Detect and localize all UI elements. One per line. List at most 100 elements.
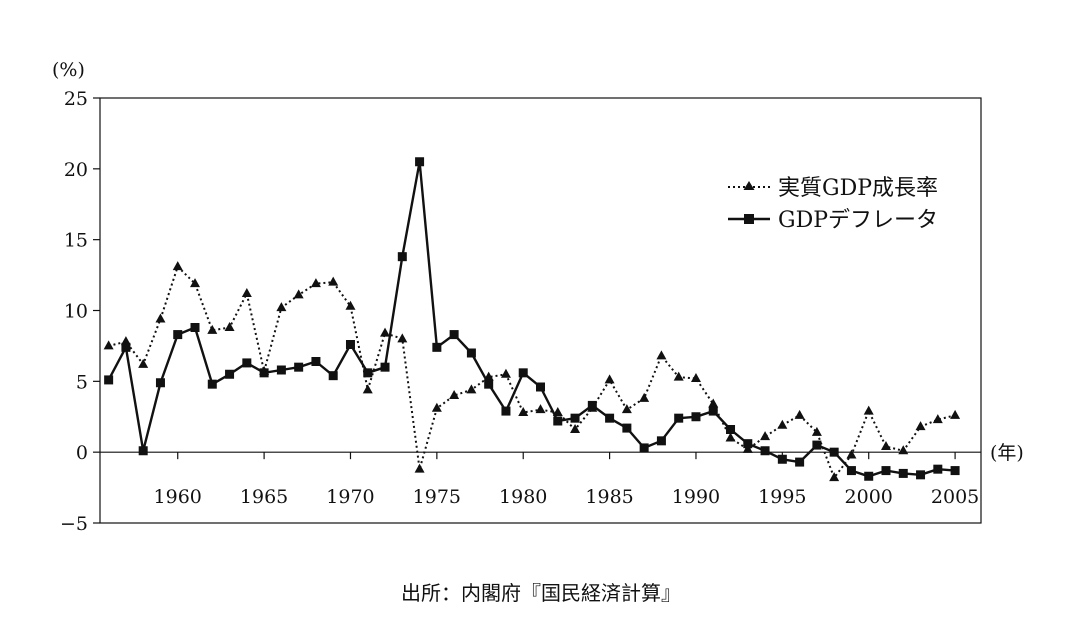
growth-point: [898, 445, 909, 455]
deflator-point: [950, 466, 960, 476]
x-tick-label: 1970: [326, 486, 374, 508]
y-axis-label: (%): [52, 59, 85, 81]
growth-point: [880, 441, 891, 450]
growth-point: [431, 402, 442, 412]
deflator-point: [760, 446, 770, 456]
deflator-point: [691, 412, 701, 422]
legend-growth-label: 実質GDP成長率: [778, 176, 938, 201]
y-tick-label: 0: [76, 442, 88, 464]
growth-point: [500, 368, 511, 378]
deflator-point: [466, 348, 476, 358]
growth-point: [829, 472, 840, 482]
growth-point: [207, 324, 218, 334]
deflator-point: [553, 416, 563, 426]
x-tick-label: 1960: [154, 486, 202, 508]
growth-point: [414, 463, 425, 473]
growth-point: [639, 392, 650, 402]
deflator-point: [121, 342, 131, 352]
deflator-point: [605, 413, 615, 423]
growth-point: [846, 449, 857, 459]
deflator-point: [380, 362, 390, 372]
y-tick-label: 5: [76, 371, 88, 393]
source-note: 出所：内閣府『国民経済計算』: [401, 581, 681, 605]
growth-point: [310, 278, 321, 288]
legend: 実質GDP成長率 GDPデフレータ: [728, 176, 938, 233]
x-tick-label: 1980: [499, 486, 547, 508]
legend-entry-deflator: GDPデフレータ: [728, 208, 938, 233]
x-axis: 1960 1965 1970 1975 1980 1985 1990 1995 2000 2005: [154, 452, 979, 508]
deflator-point: [155, 378, 165, 388]
growth-point: [328, 276, 339, 286]
growth-point: [708, 398, 719, 408]
growth-point: [466, 384, 477, 394]
y-tick-label: 20: [64, 159, 88, 181]
deflator-point: [933, 464, 943, 474]
deflator-point: [743, 439, 753, 449]
deflator-point: [276, 365, 286, 375]
deflator-point: [345, 340, 355, 349]
growth-point: [103, 340, 114, 350]
deflator-point: [656, 436, 666, 446]
deflator-point: [328, 371, 338, 381]
x-tick-label: 1990: [672, 486, 720, 508]
x-tick-label: 2005: [931, 486, 979, 508]
legend-growth-marker: [743, 181, 755, 190]
deflator-point: [397, 252, 407, 262]
deflator-point: [518, 368, 528, 378]
deflator-point: [829, 447, 839, 457]
growth-point: [380, 327, 391, 337]
deflator-point: [294, 362, 304, 372]
growth-point: [604, 374, 615, 384]
x-tick-label: 1985: [585, 486, 633, 508]
growth-point: [863, 405, 874, 415]
y-tick-label: 15: [64, 230, 88, 252]
y-tick-label: −5: [60, 513, 88, 535]
growth-point: [241, 288, 252, 297]
deflator-point: [795, 457, 805, 467]
deflator-point: [916, 470, 926, 480]
legend-deflator-label: GDPデフレータ: [778, 208, 938, 233]
deflator-point: [432, 342, 442, 352]
deflator-point: [570, 413, 580, 423]
growth-point: [518, 407, 529, 416]
growth-point: [224, 322, 235, 331]
growth-point: [950, 409, 961, 419]
deflator-point: [639, 443, 649, 453]
x-tick-label: 1975: [413, 486, 461, 508]
growth-line: [108, 265, 956, 479]
growth-point: [915, 421, 926, 431]
series-real-gdp-growth: [103, 261, 961, 482]
deflator-point: [259, 368, 269, 378]
growth-point: [397, 333, 408, 343]
series-layer: [103, 157, 961, 482]
growth-point: [777, 419, 788, 429]
growth-point: [293, 289, 304, 299]
deflator-point: [363, 368, 373, 378]
y-axis: −5 0 5 10 15 20 25: [60, 88, 100, 535]
deflator-point: [726, 425, 736, 434]
growth-point: [155, 313, 166, 323]
deflator-point: [846, 466, 856, 476]
deflator-point: [311, 357, 321, 366]
x-tick-label: 2000: [845, 486, 893, 508]
series-gdp-deflator: [104, 157, 960, 481]
deflator-point: [881, 466, 891, 476]
growth-point: [190, 278, 201, 288]
deflator-point: [207, 379, 217, 389]
growth-point: [811, 426, 822, 436]
deflator-point: [104, 375, 114, 385]
deflator-point: [449, 330, 459, 340]
growth-point: [535, 404, 546, 414]
deflator-point: [777, 454, 787, 464]
growth-point: [449, 390, 460, 399]
growth-point: [276, 302, 287, 312]
legend-entry-growth: 実質GDP成長率: [728, 176, 938, 201]
growth-point: [932, 414, 943, 424]
growth-point: [725, 432, 736, 442]
deflator-point: [587, 400, 597, 410]
growth-point: [138, 358, 149, 368]
deflator-point: [242, 358, 252, 368]
deflator-point: [190, 323, 200, 332]
x-tick-label: 1965: [240, 486, 288, 508]
